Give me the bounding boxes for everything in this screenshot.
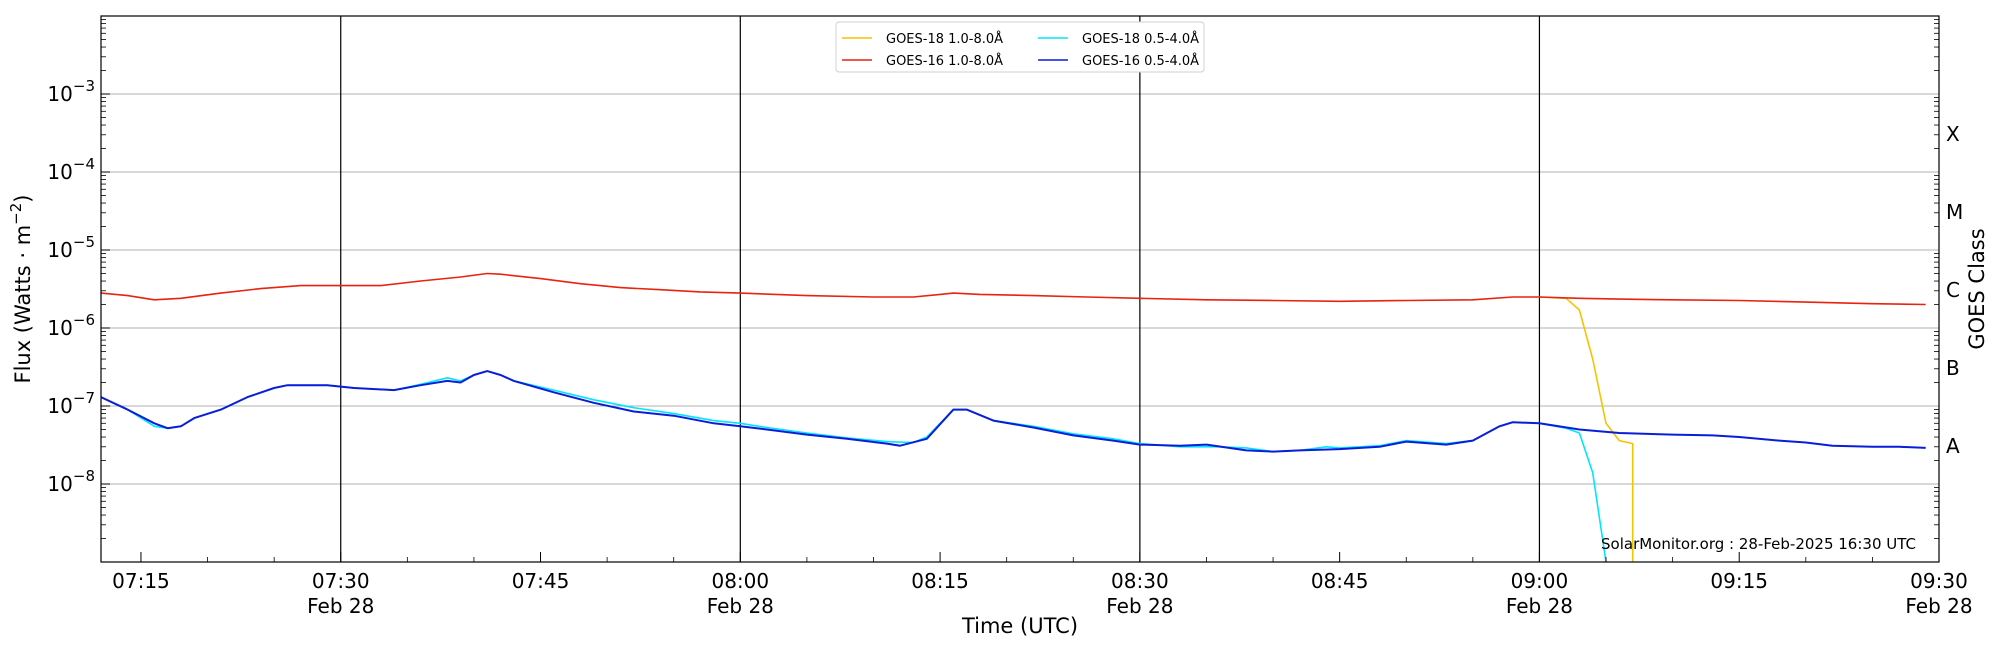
- legend-label: GOES-16 1.0-8.0Å: [886, 53, 1003, 69]
- legend-label: GOES-18 1.0-8.0Å: [886, 31, 1003, 47]
- goes-class-label: A: [1946, 434, 1960, 458]
- legend-label: GOES-18 0.5-4.0Å: [1082, 31, 1199, 47]
- x-tick-label: 07:30: [312, 569, 370, 593]
- legend: GOES-18 1.0-8.0Å GOES-16 1.0-8.0Å GOES-18 …: [835, 21, 1205, 73]
- x-tick-label: 08:45: [1311, 569, 1369, 593]
- x-tick-label: 08:30: [1111, 569, 1169, 593]
- series-line-1: [1539, 296, 1634, 562]
- x-tick-date-label: Feb 28: [707, 594, 774, 618]
- y-tick-label: 10−4: [47, 155, 95, 184]
- y-tick-label: 10−7: [47, 389, 95, 418]
- x-tick-date-label: Feb 28: [1106, 594, 1173, 618]
- y-axis-label: Flux (Watts · m−2): [7, 194, 35, 383]
- x-tick-label: 09:00: [1511, 569, 1569, 593]
- x-tick-label: 08:00: [711, 569, 769, 593]
- goes-class-label: C: [1946, 278, 1960, 302]
- plot-frame: [100, 15, 1940, 563]
- vertical-lines-layer: [340, 16, 1541, 562]
- goes-class-label: B: [1946, 356, 1960, 380]
- series-layer: [101, 272, 1926, 562]
- x-axis-label: Time (UTC): [961, 614, 1078, 638]
- goes-class-axis-label: GOES Class: [1965, 228, 1989, 349]
- y-tick-label: 10−6: [47, 311, 95, 340]
- series-line-4: [101, 370, 1926, 453]
- x-tick-date-label: Feb 28: [1905, 594, 1972, 618]
- legend-label: GOES-16 0.5-4.0Å: [1082, 53, 1199, 69]
- tick-layer: [101, 19, 1940, 562]
- x-tick-label: 09:15: [1710, 569, 1768, 593]
- y-tick-label: 10−3: [47, 77, 95, 106]
- y-tick-label: 10−5: [47, 233, 95, 262]
- x-tick-label: 09:30: [1910, 569, 1968, 593]
- x-tick-label: 07:45: [512, 569, 570, 593]
- legend-box: [835, 21, 1205, 73]
- attribution-text: SolarMonitor.org : 28-Feb-2025 16:30 UTC: [1601, 535, 1916, 553]
- series-line-2: [101, 370, 1607, 562]
- x-tick-date-label: Feb 28: [307, 594, 374, 618]
- x-tick-date-label: Feb 28: [1506, 594, 1573, 618]
- series-line-3: [101, 272, 1926, 306]
- y-tick-label: 10−8: [47, 467, 95, 496]
- x-tick-label: 07:15: [112, 569, 170, 593]
- x-tick-label: 08:15: [911, 569, 969, 593]
- goes-class-label: X: [1946, 122, 1960, 146]
- goes-class-label: M: [1946, 200, 1963, 224]
